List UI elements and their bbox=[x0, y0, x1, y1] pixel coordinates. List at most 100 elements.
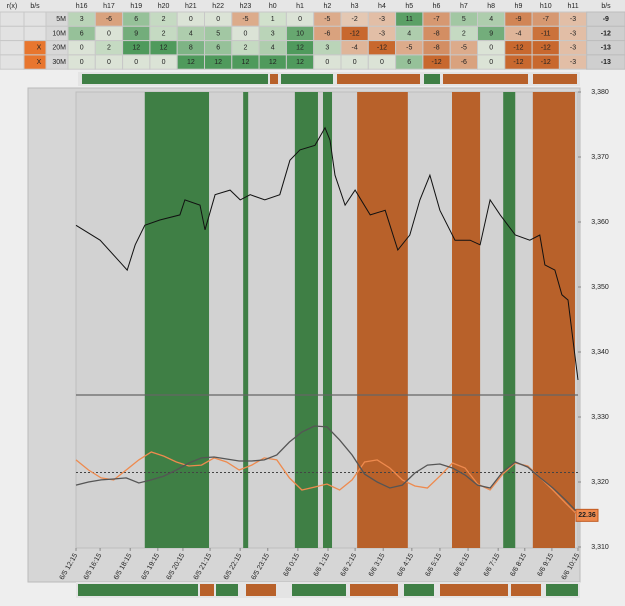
column-header: h2 bbox=[323, 3, 331, 10]
signal-value: -7 bbox=[433, 16, 439, 23]
signal-value: -5 bbox=[461, 45, 467, 52]
column-header: h17 bbox=[103, 3, 115, 10]
signal-band bbox=[243, 92, 249, 548]
signal-value: 3 bbox=[80, 16, 84, 23]
signal-value: 0 bbox=[380, 59, 384, 66]
signal-value: 2 bbox=[243, 45, 247, 52]
row-label: 10M bbox=[52, 30, 66, 37]
signal-value: -4 bbox=[515, 30, 521, 37]
strip-segment bbox=[350, 584, 398, 596]
column-header: h20 bbox=[158, 3, 170, 10]
total-value: -13 bbox=[601, 59, 611, 66]
signal-value: 3 bbox=[271, 30, 275, 37]
bottom-signal-strip bbox=[76, 582, 580, 598]
signal-value: 0 bbox=[162, 59, 166, 66]
signal-value: 12 bbox=[160, 45, 168, 52]
signal-value: 2 bbox=[107, 45, 111, 52]
row-label: 20M bbox=[52, 45, 66, 52]
row-label: 5M bbox=[56, 16, 66, 23]
column-header: r(x) bbox=[7, 3, 18, 10]
signal-value: 12 bbox=[187, 59, 195, 66]
bs-cell bbox=[23, 54, 47, 70]
rx-mark: X bbox=[37, 59, 42, 66]
signal-band bbox=[322, 92, 333, 548]
signal-value: -3 bbox=[570, 59, 576, 66]
signal-band bbox=[357, 92, 408, 548]
rx-cell bbox=[0, 11, 25, 27]
y-tick-label: 3,330 bbox=[591, 414, 609, 421]
signal-value: -12 bbox=[541, 45, 551, 52]
series-line bbox=[75, 126, 579, 381]
column-header: h10 bbox=[540, 3, 552, 10]
signal-value: 12 bbox=[269, 59, 277, 66]
column-header: h19 bbox=[130, 3, 142, 10]
column-header: h0 bbox=[269, 3, 277, 10]
signal-value: 12 bbox=[296, 59, 304, 66]
signal-value: 0 bbox=[489, 59, 493, 66]
column-header: h5 bbox=[405, 3, 413, 10]
strip-segment bbox=[292, 584, 346, 596]
signal-value: -9 bbox=[515, 16, 521, 23]
signal-value: -12 bbox=[350, 30, 360, 37]
column-header: h9 bbox=[515, 3, 523, 10]
column-header: h4 bbox=[378, 3, 386, 10]
column-header: h7 bbox=[460, 3, 468, 10]
rx-mark: X bbox=[37, 45, 42, 52]
y-tick-label: 3,350 bbox=[591, 284, 609, 291]
signal-value: -6 bbox=[324, 30, 330, 37]
signal-band bbox=[294, 92, 318, 548]
strip-segment bbox=[440, 584, 508, 596]
strip-segment bbox=[270, 74, 278, 84]
signal-value: -5 bbox=[242, 16, 248, 23]
signal-value: 9 bbox=[134, 30, 138, 37]
top-signal-strip bbox=[78, 72, 580, 86]
signal-value: 4 bbox=[271, 45, 275, 52]
signal-value: -11 bbox=[541, 30, 551, 37]
signal-value: 6 bbox=[407, 59, 411, 66]
signal-value: 0 bbox=[298, 16, 302, 23]
column-header: h16 bbox=[76, 3, 88, 10]
signal-value: -12 bbox=[431, 59, 441, 66]
rx-cell bbox=[0, 25, 25, 42]
signal-value: 0 bbox=[80, 45, 84, 52]
row-label: 30M bbox=[52, 59, 66, 66]
signal-value: -8 bbox=[433, 45, 439, 52]
signal-value: -4 bbox=[352, 45, 358, 52]
signal-value: 6 bbox=[134, 16, 138, 23]
y-tick-label: 3,380 bbox=[591, 89, 609, 96]
column-header: h3 bbox=[351, 3, 359, 10]
bs-cell bbox=[23, 11, 47, 27]
signal-value: 1 bbox=[271, 16, 275, 23]
total-value: -13 bbox=[601, 45, 611, 52]
last-value-box bbox=[575, 508, 599, 522]
bs-cell bbox=[23, 25, 47, 42]
strip-segment bbox=[404, 584, 434, 596]
column-header: b/s bbox=[601, 3, 611, 10]
total-cell bbox=[586, 54, 625, 70]
column-header: h1 bbox=[296, 3, 304, 10]
signal-value: 0 bbox=[489, 45, 493, 52]
signal-value: 3 bbox=[325, 45, 329, 52]
signal-band bbox=[503, 92, 516, 548]
signal-value: 0 bbox=[216, 16, 220, 23]
rx-cell bbox=[0, 40, 25, 56]
signal-value: 6 bbox=[80, 30, 84, 37]
strip-segment bbox=[546, 584, 578, 596]
signal-value: 11 bbox=[406, 16, 413, 23]
strip-segment bbox=[82, 74, 268, 84]
signal-value: -7 bbox=[543, 16, 549, 23]
strip-segment bbox=[78, 584, 198, 596]
column-header: h6 bbox=[433, 3, 441, 10]
signal-value: -12 bbox=[513, 59, 523, 66]
signal-value: 4 bbox=[489, 16, 493, 23]
signal-band bbox=[451, 92, 481, 548]
strip-segment bbox=[533, 74, 577, 84]
signal-value: 8 bbox=[189, 45, 193, 52]
signal-value: -12 bbox=[541, 59, 551, 66]
strip-segment bbox=[443, 74, 528, 84]
signal-value: 0 bbox=[189, 16, 193, 23]
signal-value: 0 bbox=[107, 59, 111, 66]
y-tick-label: 3,340 bbox=[591, 349, 609, 356]
signal-value: 6 bbox=[216, 45, 220, 52]
